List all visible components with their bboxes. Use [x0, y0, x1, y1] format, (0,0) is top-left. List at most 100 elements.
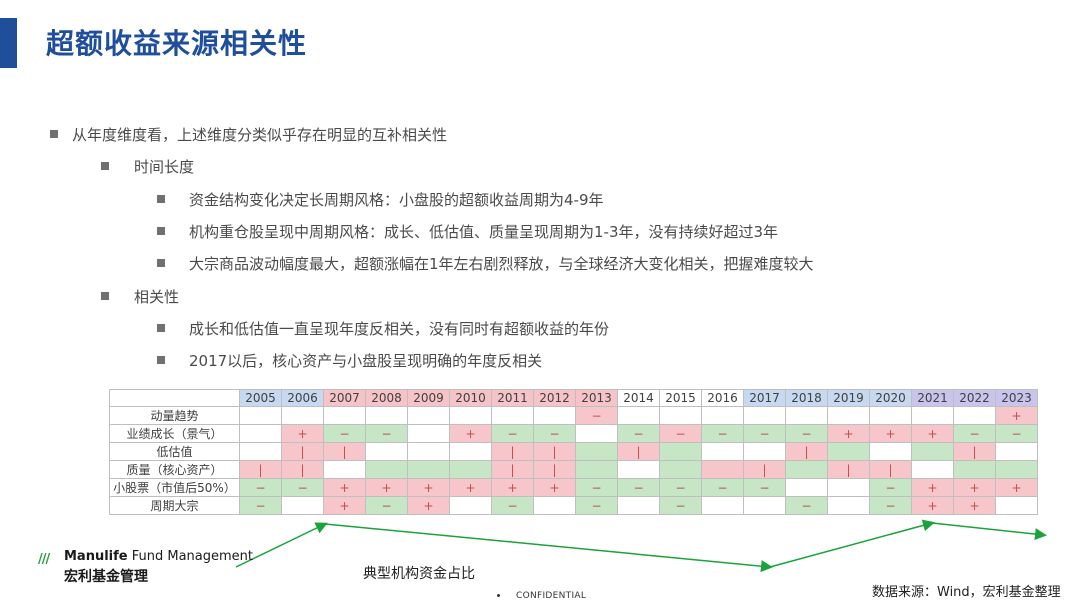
- year-header: 2016: [701, 389, 744, 407]
- factor-year-cell: |: [953, 442, 996, 461]
- factor-year-cell: −: [491, 424, 534, 443]
- year-header: 2009: [407, 389, 450, 407]
- factor-year-cell: [617, 406, 660, 425]
- factor-year-cell: −: [953, 424, 996, 443]
- year-header: 2011: [491, 389, 534, 407]
- factor-year-cell: +: [323, 496, 366, 515]
- factor-year-cell: |: [533, 442, 576, 461]
- bullet-marker-icon: [101, 292, 109, 300]
- factor-year-cell: |: [869, 460, 912, 479]
- factor-year-cell: +: [827, 424, 870, 443]
- trend-arrow-flat-2023: [931, 522, 1047, 541]
- factor-year-cell: +: [533, 478, 576, 497]
- factor-year-cell: −: [365, 424, 408, 443]
- factor-year-cell: [827, 406, 870, 425]
- factor-year-cell: +: [953, 478, 996, 497]
- factor-year-cell: [365, 460, 408, 479]
- correlation-table: 2005 2006 2007 2008 2009 2010 2011 2012 2013 2014…: [109, 389, 1038, 515]
- factor-label: 低估值: [109, 442, 240, 461]
- year-header: 2005: [239, 389, 282, 407]
- year-header: 2015: [659, 389, 702, 407]
- factor-year-cell: −: [785, 424, 828, 443]
- table-row: 周期大宗 − + − + − − − − − + +: [109, 496, 1038, 515]
- factor-year-cell: |: [827, 460, 870, 479]
- factor-year-cell: [701, 460, 744, 479]
- title-accent-bar: [0, 18, 17, 68]
- bullet-text-level-1: 从年度维度看，上述维度分类似乎存在明显的互补相关性: [72, 126, 448, 144]
- factor-year-cell: +: [449, 424, 492, 443]
- factor-year-cell: [785, 460, 828, 479]
- year-header: 2014: [617, 389, 660, 407]
- bullet-marker-icon: [157, 259, 165, 267]
- slide-title: 超额收益来源相关性: [46, 27, 308, 60]
- factor-year-cell: [449, 460, 492, 479]
- factor-year-cell: −: [575, 496, 618, 515]
- year-header: 2013: [575, 389, 618, 407]
- factor-year-cell: −: [659, 424, 702, 443]
- factor-year-cell: [911, 406, 954, 425]
- factor-year-cell: −: [323, 424, 366, 443]
- bullet-marker-icon: [157, 195, 165, 203]
- factor-year-cell: [365, 442, 408, 461]
- factor-year-cell: −: [491, 496, 534, 515]
- factor-year-cell: [575, 460, 618, 479]
- bullet-text-level-3: 2017以后，核心资产与小盘股呈现明确的年度反相关: [189, 352, 543, 370]
- factor-year-cell: −: [701, 424, 744, 443]
- factor-year-cell: [785, 406, 828, 425]
- factor-year-cell: [365, 406, 408, 425]
- factor-label: 小股票（市值后50%）: [109, 478, 240, 497]
- factor-year-cell: [533, 496, 576, 515]
- factor-year-cell: |: [743, 460, 786, 479]
- factor-year-cell: [785, 478, 828, 497]
- factor-year-cell: +: [869, 424, 912, 443]
- factor-year-cell: [827, 442, 870, 461]
- bullet-marker-icon: [157, 227, 165, 235]
- factor-year-cell: −: [743, 424, 786, 443]
- factor-year-cell: [575, 442, 618, 461]
- factor-year-cell: [575, 424, 618, 443]
- factor-year-cell: [407, 406, 450, 425]
- factor-year-cell: [533, 406, 576, 425]
- factor-year-cell: +: [911, 424, 954, 443]
- factor-year-cell: +: [953, 496, 996, 515]
- year-header: 2022: [953, 389, 996, 407]
- year-header: 2010: [449, 389, 492, 407]
- factor-year-cell: −: [617, 424, 660, 443]
- factor-year-cell: +: [491, 478, 534, 497]
- logo-english-name: Manulife Fund Management: [64, 549, 254, 564]
- factor-year-cell: −: [869, 496, 912, 515]
- table-row: 低估值 | | | | | | |: [109, 442, 1038, 461]
- factor-year-cell: [281, 496, 324, 515]
- factor-year-cell: |: [239, 460, 282, 479]
- factor-year-cell: |: [491, 442, 534, 461]
- factor-year-cell: [407, 460, 450, 479]
- factor-year-cell: −: [533, 424, 576, 443]
- factor-year-cell: +: [995, 478, 1038, 497]
- factor-year-cell: [995, 442, 1038, 461]
- year-header: 2021: [911, 389, 954, 407]
- factor-year-cell: [239, 424, 282, 443]
- factor-year-cell: |: [323, 442, 366, 461]
- table-header-row: 2005 2006 2007 2008 2009 2010 2011 2012 2013 2014…: [109, 389, 1038, 407]
- confidential-bullet: [497, 594, 500, 597]
- factor-year-cell: |: [281, 442, 324, 461]
- confidential-label: CONFIDENTIAL: [516, 591, 587, 601]
- factor-year-cell: [869, 406, 912, 425]
- factor-year-cell: [911, 460, 954, 479]
- year-header: 2018: [785, 389, 828, 407]
- factor-year-cell: [323, 406, 366, 425]
- factor-year-cell: −: [659, 496, 702, 515]
- factor-label: 周期大宗: [109, 496, 240, 515]
- factor-year-cell: +: [407, 478, 450, 497]
- factor-year-cell: −: [869, 478, 912, 497]
- factor-year-cell: −: [701, 478, 744, 497]
- year-header: 2019: [827, 389, 870, 407]
- factor-year-cell: [911, 442, 954, 461]
- factor-year-cell: +: [407, 496, 450, 515]
- factor-year-cell: [701, 442, 744, 461]
- factor-year-cell: [281, 406, 324, 425]
- factor-year-cell: −: [239, 496, 282, 515]
- factor-year-cell: +: [449, 478, 492, 497]
- bullet-marker-icon: [157, 356, 165, 364]
- factor-year-cell: [659, 442, 702, 461]
